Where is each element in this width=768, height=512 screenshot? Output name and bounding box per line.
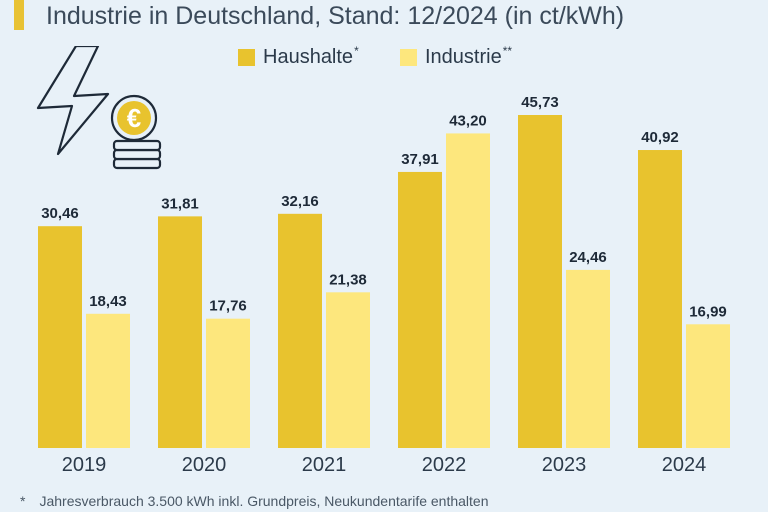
value-label-industrie-2024: 16,99	[689, 303, 727, 320]
title-accent-bar	[14, 0, 24, 30]
value-label-industrie-2021: 21,38	[329, 271, 367, 288]
bar-industrie-2019	[86, 313, 130, 448]
bar-industrie-2021	[326, 292, 370, 448]
legend-label-industrie: Industrie	[425, 46, 502, 68]
svg-text:€: €	[127, 103, 141, 133]
bar-haushalte-2024	[638, 150, 682, 448]
x-tick-label-2023: 2023	[542, 454, 587, 476]
legend-mark-haushalte: *	[354, 44, 359, 58]
legend-item-industrie: Industrie**	[400, 44, 513, 69]
bar-industrie-2023	[566, 269, 610, 448]
bar-industrie-2024	[686, 324, 730, 448]
bar-haushalte-2020	[158, 216, 202, 448]
value-label-haushalte-2022: 37,91	[401, 151, 439, 168]
legend-item-haushalte: Haushalte*	[238, 44, 359, 69]
x-tick-label-2022: 2022	[422, 454, 467, 476]
value-label-industrie-2020: 17,76	[209, 298, 247, 315]
value-label-haushalte-2019: 30,46	[41, 205, 79, 222]
x-tick-label-2020: 2020	[182, 454, 227, 476]
footnote-text: Jahresverbrauch 3.500 kWh inkl. Grundpre…	[39, 493, 489, 509]
euro-coin-stack-icon: €	[110, 94, 162, 170]
legend-swatch-haushalte	[238, 49, 255, 66]
value-label-haushalte-2024: 40,92	[641, 129, 679, 146]
bar-haushalte-2023	[518, 115, 562, 448]
value-label-industrie-2022: 43,20	[449, 112, 487, 129]
value-label-haushalte-2023: 45,73	[521, 94, 559, 111]
footnote-mark: *	[20, 493, 26, 509]
x-tick-label-2021: 2021	[302, 454, 347, 476]
legend-swatch-industrie	[400, 49, 417, 66]
value-label-industrie-2023: 24,46	[569, 249, 607, 266]
chart-title: Industrie in Deutschland, Stand: 12/2024…	[46, 2, 625, 30]
x-tick-label-2019: 2019	[62, 454, 107, 476]
bar-industrie-2022	[446, 133, 490, 448]
bar-haushalte-2022	[398, 171, 442, 448]
value-label-haushalte-2020: 31,81	[161, 195, 199, 212]
bar-haushalte-2019	[38, 226, 82, 448]
lightning-bolt-icon	[36, 46, 110, 156]
value-label-industrie-2019: 18,43	[89, 293, 127, 310]
footnote: * Jahresverbrauch 3.500 kWh inkl. Grundpr…	[20, 493, 489, 509]
bar-haushalte-2021	[278, 213, 322, 448]
legend-label-haushalte: Haushalte	[263, 46, 354, 68]
value-label-haushalte-2021: 32,16	[281, 193, 319, 210]
legend-mark-industrie: **	[502, 44, 513, 58]
bar-industrie-2020	[206, 318, 250, 448]
x-tick-label-2024: 2024	[662, 454, 707, 476]
energy-cost-icon: €	[36, 46, 162, 170]
